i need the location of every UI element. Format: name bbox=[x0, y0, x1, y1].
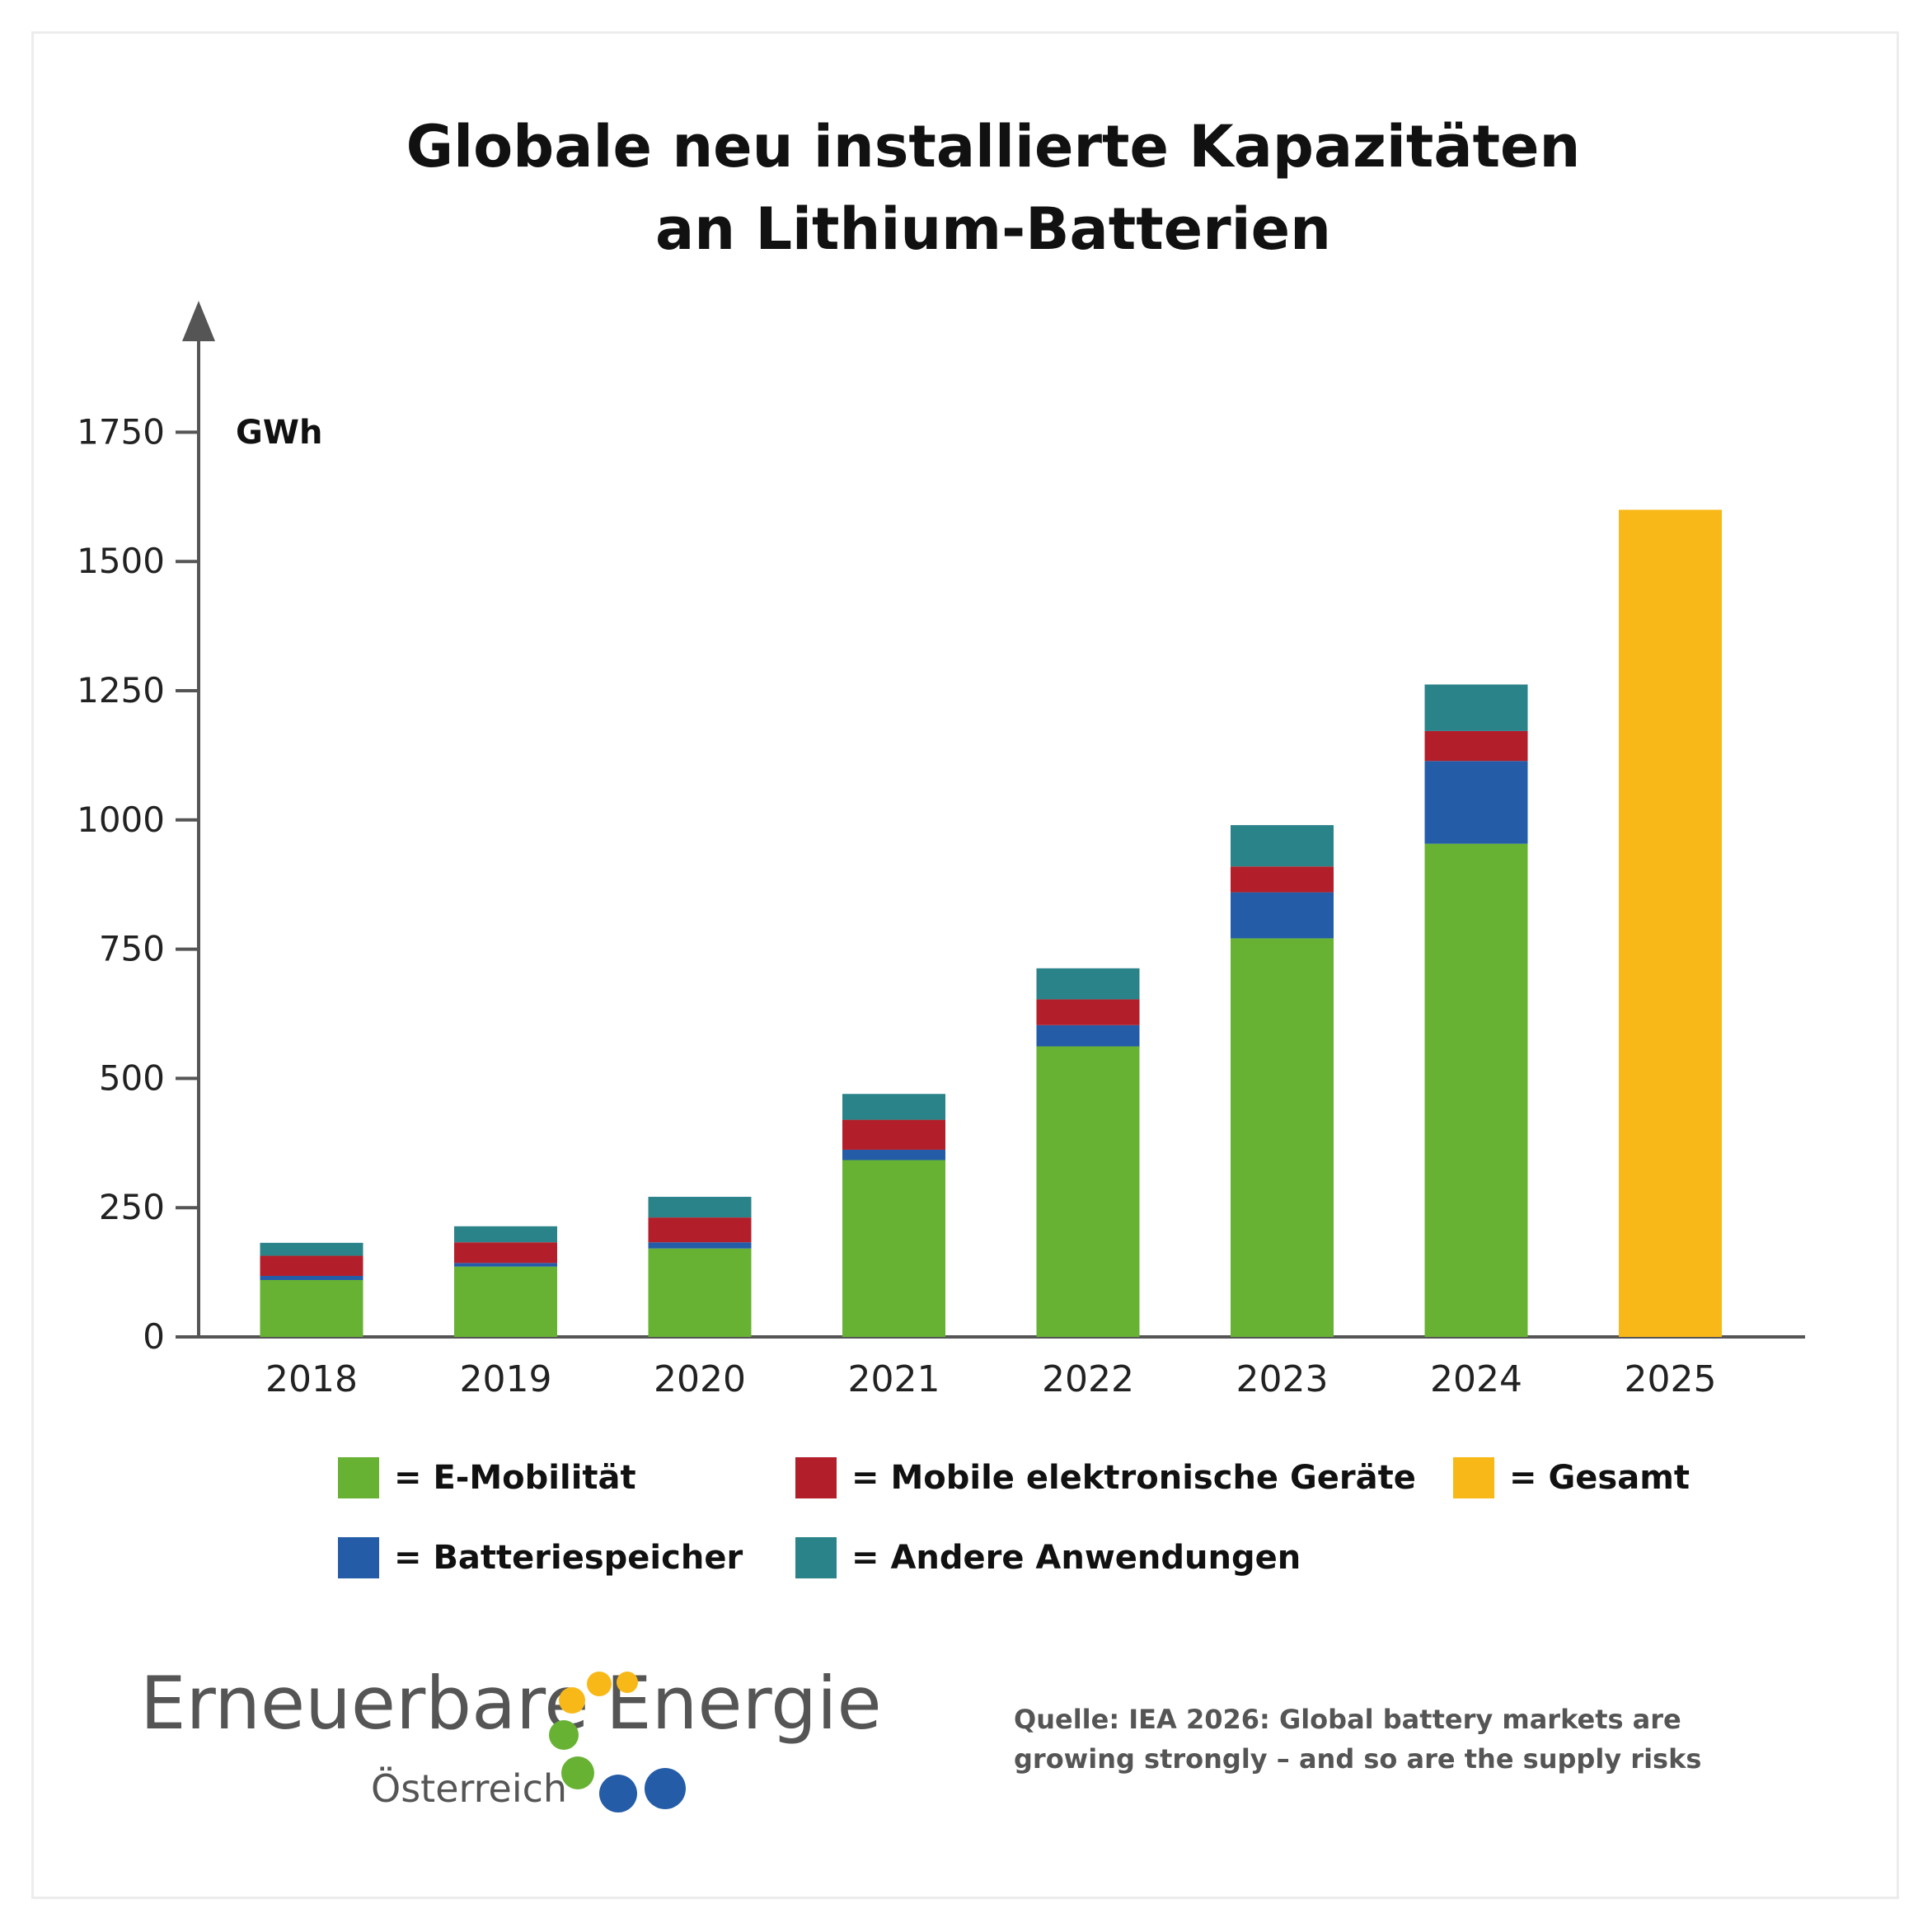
x-tick-label: 2020 bbox=[654, 1358, 746, 1400]
bar-segment bbox=[842, 1094, 945, 1120]
y-tick-label: 1250 bbox=[77, 670, 165, 710]
logo-dot-icon bbox=[617, 1672, 638, 1693]
logo-dot-icon bbox=[561, 1756, 594, 1789]
bar-segment bbox=[260, 1242, 363, 1256]
x-tick-label: 2023 bbox=[1236, 1358, 1329, 1400]
y-tick-label: 1000 bbox=[77, 800, 165, 840]
legend-swatch bbox=[1453, 1457, 1494, 1498]
logo-word-erneuerbare: Erneuerbare bbox=[140, 1661, 589, 1746]
bar-segment bbox=[648, 1248, 752, 1337]
bar-segment bbox=[1231, 892, 1334, 939]
x-tick-label: 2024 bbox=[1430, 1358, 1522, 1400]
y-axis-unit-label: GWh bbox=[236, 414, 322, 452]
page-frame bbox=[31, 31, 1899, 1899]
logo-erneuerbare-energie: Erneuerbare Energie Österreich bbox=[140, 1661, 882, 1826]
bar-segment bbox=[1231, 866, 1334, 893]
legend-label: = Gesamt bbox=[1509, 1459, 1690, 1497]
logo-word-energie: Energie bbox=[606, 1661, 882, 1746]
y-tick-label: 750 bbox=[99, 929, 165, 969]
bar-segment bbox=[1231, 938, 1334, 1337]
bar-segment bbox=[842, 1160, 945, 1337]
bar-segment bbox=[260, 1280, 363, 1337]
y-tick-label: 0 bbox=[143, 1316, 165, 1357]
y-tick-label: 500 bbox=[99, 1057, 165, 1098]
bar-segment bbox=[1424, 684, 1528, 731]
bar-segment bbox=[1619, 509, 1722, 1337]
bar-segment bbox=[1036, 1046, 1140, 1337]
legend-label: = Batteriespeicher bbox=[394, 1539, 743, 1577]
logo-dot-icon bbox=[549, 1720, 579, 1750]
legend-label: = E-Mobilität bbox=[394, 1459, 636, 1497]
logo-dot-icon bbox=[559, 1687, 585, 1714]
bar-segment bbox=[454, 1266, 557, 1337]
chart-title: Globale neu installierte Kapazitäten an … bbox=[406, 113, 1581, 263]
legend-item-e-mobilitaet: = E-Mobilität bbox=[338, 1457, 636, 1498]
bar-segment bbox=[842, 1149, 945, 1161]
bar-segment bbox=[260, 1275, 363, 1281]
logo-dot-icon bbox=[645, 1768, 686, 1809]
bar-segment bbox=[1424, 843, 1528, 1337]
bar-segment bbox=[1036, 1025, 1140, 1047]
legend-item-gesamt: = Gesamt bbox=[1453, 1457, 1690, 1498]
legend-label: = Andere Anwendungen bbox=[851, 1539, 1301, 1577]
legend-label: = Mobile elektronische Geräte bbox=[851, 1459, 1416, 1497]
bar-segment bbox=[1036, 999, 1140, 1025]
x-tick-label: 2022 bbox=[1042, 1358, 1134, 1400]
y-tick-label: 250 bbox=[99, 1187, 165, 1227]
logo-dot-icon bbox=[599, 1775, 637, 1812]
x-tick-label: 2018 bbox=[265, 1358, 358, 1400]
bar-segment bbox=[1231, 825, 1334, 867]
bar-segment bbox=[1424, 730, 1528, 762]
bar-segment bbox=[454, 1226, 557, 1243]
bar-chart: 0 250 500 750 1000 1250 1500 1750 GWh 2018 2019 202… bbox=[77, 301, 1805, 1400]
logo-dot-icon bbox=[587, 1672, 612, 1696]
bar-segment bbox=[454, 1263, 557, 1267]
source-note: Quelle: IEA 2026: Global battery markets… bbox=[1014, 1704, 1702, 1775]
y-tick-label: 1750 bbox=[77, 411, 165, 452]
bar-segment bbox=[1424, 761, 1528, 844]
legend-swatch bbox=[795, 1457, 837, 1498]
bar-segment bbox=[260, 1255, 363, 1276]
y-tick-label: 1500 bbox=[77, 541, 165, 581]
legend-item-mobile-geraete: = Mobile elektronische Geräte bbox=[795, 1457, 1416, 1498]
logo-word-oesterreich: Österreich bbox=[371, 1766, 568, 1811]
legend-swatch bbox=[795, 1537, 837, 1578]
bar-segment bbox=[648, 1242, 752, 1249]
y-axis-arrow-icon bbox=[182, 301, 215, 341]
x-tick-label: 2021 bbox=[848, 1358, 940, 1400]
legend-swatch bbox=[338, 1537, 379, 1578]
x-tick-label: 2025 bbox=[1625, 1358, 1717, 1400]
bar-segment bbox=[1036, 968, 1140, 1000]
legend-item-andere-anwendungen: = Andere Anwendungen bbox=[795, 1537, 1301, 1578]
legend-item-batteriespeicher: = Batteriespeicher bbox=[338, 1537, 743, 1578]
bar-segment bbox=[454, 1242, 557, 1264]
legend-swatch bbox=[338, 1457, 379, 1498]
bar-segment bbox=[648, 1197, 752, 1218]
x-tick-label: 2019 bbox=[460, 1358, 552, 1400]
bar-segment bbox=[842, 1119, 945, 1150]
bar-segment bbox=[648, 1217, 752, 1243]
